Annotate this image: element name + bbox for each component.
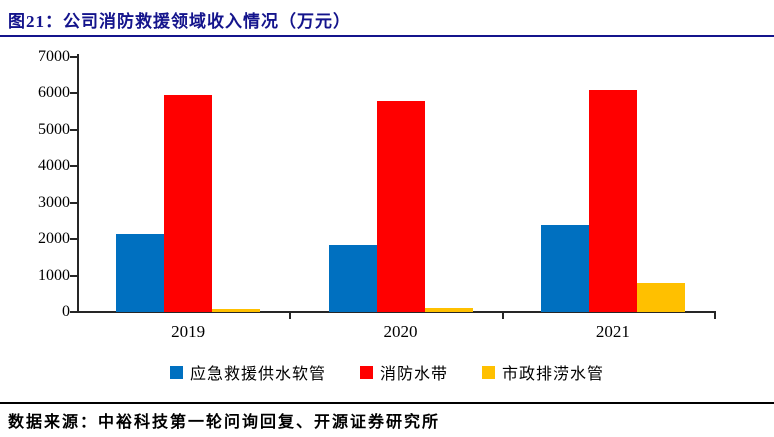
bar-2021-series1 bbox=[588, 89, 637, 312]
y-axis-tick bbox=[70, 56, 77, 58]
legend-item: 市政排涝水管 bbox=[482, 360, 604, 384]
legend-swatch-icon bbox=[482, 365, 495, 379]
legend-label: 应急救援供水软管 bbox=[189, 366, 326, 383]
data-source-note: 数据来源：中裕科技第一轮问询回复、开源证券研究所 bbox=[8, 414, 441, 431]
figure-title: 图21：公司消防救援领域收入情况（万元） bbox=[8, 12, 351, 31]
title-underline bbox=[0, 35, 774, 37]
y-axis-tick-label: 5000 bbox=[38, 120, 70, 138]
legend-label: 市政排涝水管 bbox=[502, 366, 605, 383]
x-axis-tick bbox=[501, 313, 504, 319]
x-axis-category-label: 2019 bbox=[171, 322, 206, 341]
y-axis-tick bbox=[70, 92, 77, 95]
legend-item: 应急救援供水软管 bbox=[169, 360, 326, 384]
y-axis-tick-label: 0 bbox=[62, 303, 70, 320]
x-axis-line bbox=[77, 311, 716, 313]
y-axis-tick bbox=[70, 311, 77, 313]
y-axis-tick-label: 6000 bbox=[38, 84, 70, 102]
legend-label: 消防水带 bbox=[379, 366, 448, 383]
y-axis-tick-label: 4000 bbox=[38, 157, 70, 175]
legend-swatch-icon bbox=[359, 365, 373, 379]
bar-2020-series2 bbox=[424, 307, 473, 312]
bar-2020-series1 bbox=[376, 100, 425, 312]
bar-2019-series2 bbox=[212, 309, 261, 312]
y-axis-tick bbox=[70, 274, 77, 277]
footer-divider bbox=[0, 402, 774, 404]
x-axis-category-label: 2020 bbox=[383, 322, 418, 341]
bar-2021-series0 bbox=[540, 224, 589, 312]
y-axis-tick bbox=[70, 165, 77, 168]
x-axis-category-label: 2021 bbox=[595, 322, 630, 341]
bar-2021-series2 bbox=[636, 282, 685, 312]
x-axis-tick bbox=[714, 313, 716, 319]
bar-2019-series0 bbox=[116, 233, 165, 312]
y-axis-tick-label: 7000 bbox=[38, 48, 70, 65]
y-axis-tick bbox=[70, 128, 77, 131]
y-axis-tick bbox=[70, 201, 77, 204]
bar-2020-series0 bbox=[328, 244, 377, 312]
y-axis-tick bbox=[70, 238, 77, 241]
legend-item: 消防水带 bbox=[359, 360, 448, 384]
chart-legend: 应急救援供水软管 消防水带 市政排涝水管 bbox=[0, 360, 774, 384]
y-axis-tick-label: 3000 bbox=[38, 193, 70, 211]
y-axis-line bbox=[77, 54, 79, 312]
y-axis-tick-label: 2000 bbox=[38, 230, 70, 248]
x-axis-tick bbox=[289, 313, 292, 319]
bar-2019-series1 bbox=[164, 95, 213, 312]
legend-swatch-icon bbox=[169, 365, 183, 379]
y-axis-tick-label: 1000 bbox=[38, 266, 70, 284]
